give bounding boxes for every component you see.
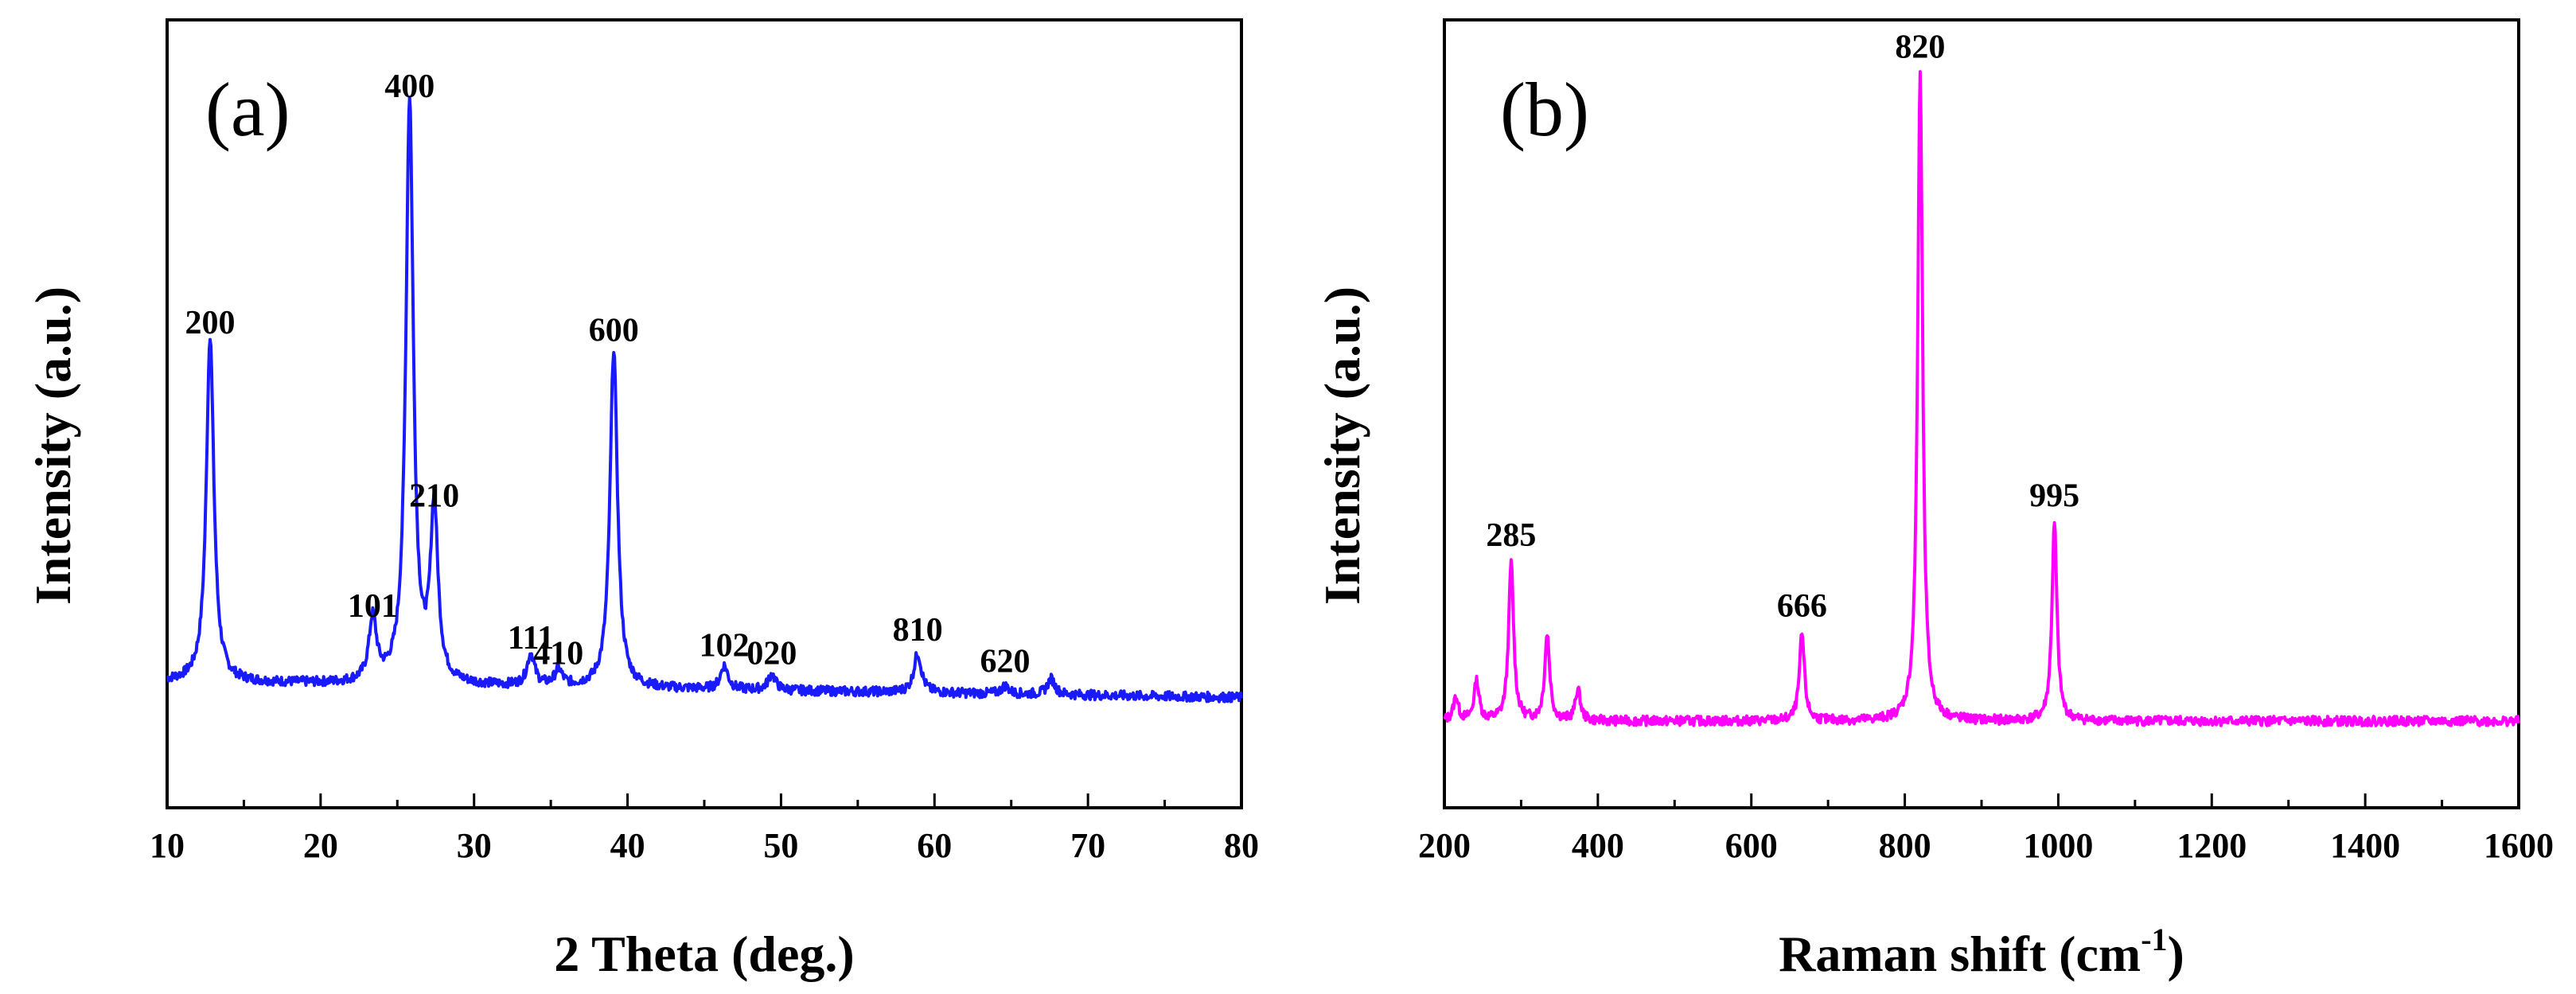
panel-a-y-axis-title: Intensity (a.u.) (25, 287, 81, 605)
panel-b-x-axis-title-suffix: ) (2168, 926, 2184, 982)
peak-label: 666 (1777, 588, 1827, 625)
peak-label: 620 (980, 644, 1031, 680)
x-tick-label: 1600 (2484, 826, 2554, 865)
peak-label: 995 (2029, 478, 2079, 515)
peak-label: 210 (409, 478, 459, 515)
x-tick-label: 400 (1572, 826, 1624, 865)
panel-b-label: (b) (1500, 67, 1589, 152)
x-tick-label: 80 (1224, 826, 1259, 865)
peak-label: 101 (348, 588, 398, 625)
panel-a-x-axis-title: 2 Theta (deg.) (554, 926, 854, 982)
panel-a-x-ticks: 10 20 30 40 50 60 70 80 (150, 793, 1259, 865)
x-tick-label: 600 (1725, 826, 1778, 865)
panel-a-label: (a) (205, 67, 290, 152)
x-tick-label: 30 (457, 826, 492, 865)
panel-b-x-axis-title-main: Raman shift (cm (1779, 926, 2141, 982)
peak-label: 810 (893, 612, 943, 649)
x-tick-label: 1400 (2330, 826, 2400, 865)
panel-b-x-axis-title: Raman shift (cm-1) (1779, 922, 2184, 982)
panel-b-y-axis-title: Intensity (a.u.) (1314, 287, 1370, 605)
peak-label: 102 (700, 628, 750, 665)
peak-label: 410 (533, 636, 583, 672)
peak-label: 820 (1895, 29, 1945, 65)
peak-label: 285 (1486, 517, 1536, 554)
peak-label: 400 (384, 68, 435, 105)
x-tick-label: 70 (1070, 826, 1105, 865)
x-tick-label: 1200 (2177, 826, 2247, 865)
panel-b-x-ticks: 200 400 600 800 1000 1200 1400 1600 (1418, 793, 2554, 865)
peak-label: 111 (508, 620, 554, 657)
x-tick-label: 800 (1879, 826, 1931, 865)
panel-b-x-axis-title-superscript: -1 (2141, 922, 2167, 957)
panel-b-series-line (1443, 70, 2520, 727)
peak-label: 600 (589, 313, 639, 349)
panel-b-raman-chart: 200 400 600 800 1000 1200 1400 1600 285 666 820 99… (1314, 18, 2554, 982)
panel-b-frame (1443, 18, 2520, 809)
x-tick-label: 40 (610, 826, 645, 865)
x-tick-label: 60 (917, 826, 952, 865)
x-tick-label: 10 (150, 826, 185, 865)
x-tick-label: 50 (763, 826, 798, 865)
panel-b-peak-labels: 285 666 820 995 (1486, 29, 2079, 625)
panel-a-series-line (166, 96, 1243, 704)
x-tick-label: 200 (1418, 826, 1471, 865)
x-tick-label: 1000 (2023, 826, 2093, 865)
peak-label: 020 (746, 636, 797, 672)
peak-label: 200 (185, 305, 236, 341)
x-tick-label: 20 (303, 826, 338, 865)
